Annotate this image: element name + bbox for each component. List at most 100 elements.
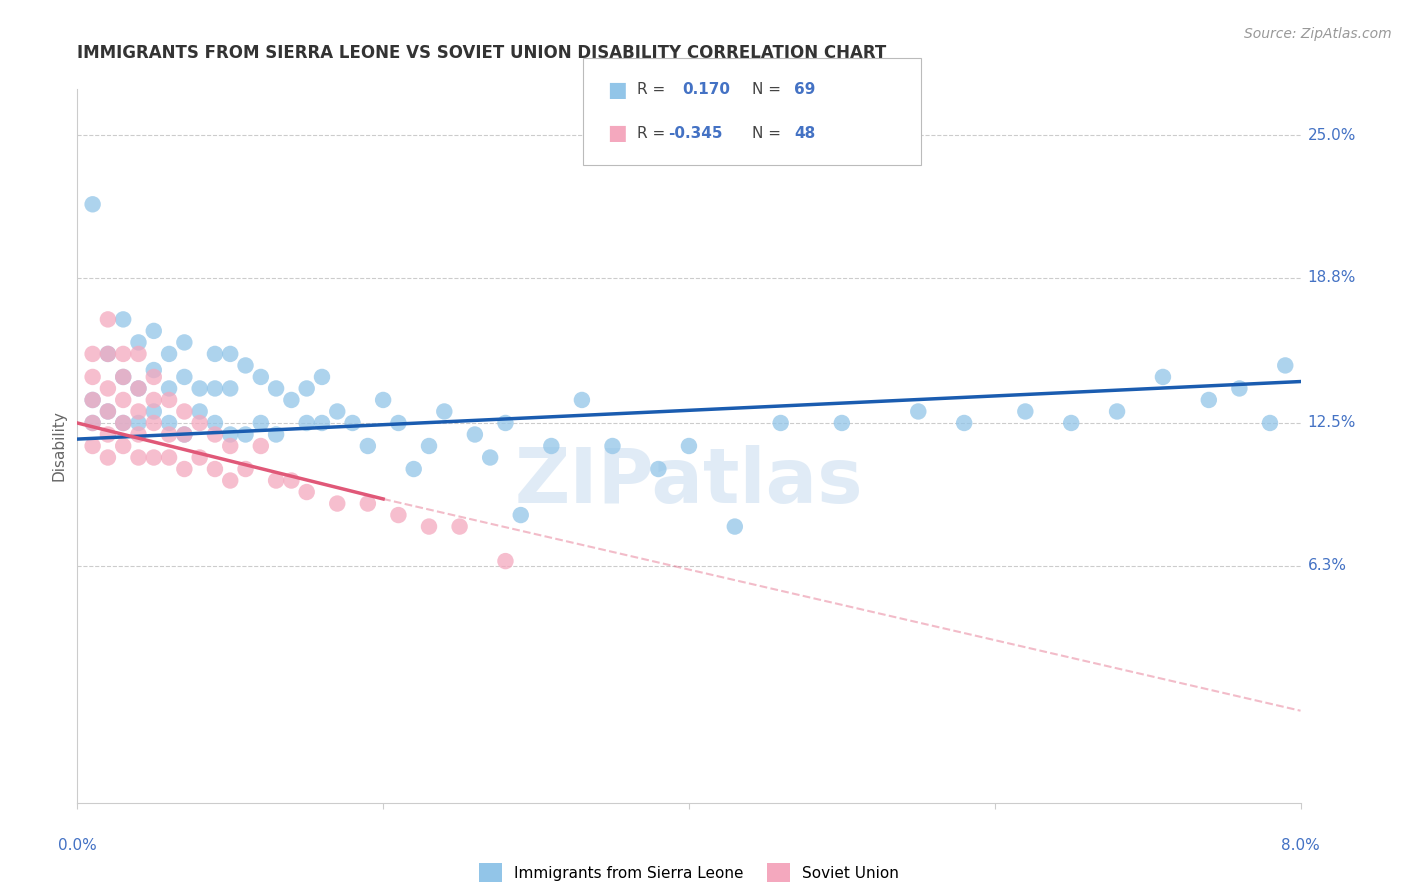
Point [157, 381, 180, 395]
Point [127, 381, 149, 395]
Point [495, 416, 517, 430]
Text: R =: R = [637, 82, 665, 97]
Point [82, 392, 104, 407]
Point [112, 439, 135, 453]
Point [418, 519, 440, 533]
Point [82, 439, 104, 453]
Text: IMMIGRANTS FROM SIERRA LEONE VS SOVIET UNION DISABILITY CORRELATION CHART: IMMIGRANTS FROM SIERRA LEONE VS SOVIET U… [77, 45, 887, 62]
Point [97, 381, 120, 395]
Point [280, 474, 302, 488]
Point [204, 427, 226, 442]
Point [464, 427, 486, 442]
Point [235, 427, 257, 442]
Text: ■: ■ [607, 123, 627, 143]
Text: 0.170: 0.170 [682, 82, 730, 97]
Point [112, 416, 135, 430]
Point [97, 347, 120, 361]
Text: 12.5%: 12.5% [1308, 416, 1355, 431]
Point [433, 404, 456, 418]
Point [1060, 416, 1083, 430]
Point [157, 450, 180, 465]
Point [219, 347, 242, 361]
Point [142, 363, 165, 377]
Text: 48: 48 [794, 126, 815, 141]
Point [142, 404, 165, 418]
Point [724, 519, 747, 533]
Point [157, 347, 180, 361]
Point [540, 439, 562, 453]
Point [127, 416, 149, 430]
Point [509, 508, 531, 522]
Point [173, 335, 195, 350]
Point [142, 370, 165, 384]
Point [387, 416, 409, 430]
Point [97, 312, 120, 326]
Point [1152, 370, 1174, 384]
Point [769, 416, 792, 430]
Point [418, 439, 440, 453]
Point [1274, 359, 1296, 373]
Point [112, 416, 135, 430]
Point [602, 439, 624, 453]
Point [127, 450, 149, 465]
Point [219, 427, 242, 442]
Point [1258, 416, 1281, 430]
Point [127, 381, 149, 395]
Text: N =: N = [752, 126, 782, 141]
Point [112, 370, 135, 384]
Point [97, 347, 120, 361]
Point [1107, 404, 1129, 418]
Point [235, 462, 257, 476]
Point [173, 427, 195, 442]
Point [173, 462, 195, 476]
Point [82, 416, 104, 430]
Point [82, 392, 104, 407]
Text: 6.3%: 6.3% [1308, 558, 1347, 574]
Point [204, 416, 226, 430]
Text: R =: R = [637, 126, 665, 141]
Point [357, 497, 380, 511]
Point [295, 381, 318, 395]
Point [142, 324, 165, 338]
Y-axis label: Disability: Disability [51, 410, 66, 482]
Point [112, 392, 135, 407]
Text: N =: N = [752, 82, 782, 97]
Point [204, 347, 226, 361]
Point [112, 347, 135, 361]
Point [250, 370, 273, 384]
Text: 0.0%: 0.0% [58, 838, 97, 854]
Text: ■: ■ [607, 80, 627, 100]
Point [97, 404, 120, 418]
Point [311, 370, 333, 384]
Point [357, 439, 380, 453]
Point [571, 392, 593, 407]
Point [127, 335, 149, 350]
Point [326, 497, 349, 511]
Point [142, 392, 165, 407]
Point [82, 370, 104, 384]
Point [97, 404, 120, 418]
Point [157, 427, 180, 442]
Text: ZIPatlas: ZIPatlas [515, 445, 863, 518]
Point [82, 197, 104, 211]
Point [82, 347, 104, 361]
Legend: Immigrants from Sierra Leone, Soviet Union: Immigrants from Sierra Leone, Soviet Uni… [472, 857, 905, 888]
Point [97, 450, 120, 465]
Point [495, 554, 517, 568]
Point [112, 312, 135, 326]
Point [907, 404, 929, 418]
Point [953, 416, 976, 430]
Point [235, 359, 257, 373]
Point [173, 370, 195, 384]
Point [142, 416, 165, 430]
Point [264, 474, 287, 488]
Point [127, 404, 149, 418]
Point [387, 508, 409, 522]
Point [1229, 381, 1251, 395]
Point [204, 381, 226, 395]
Point [831, 416, 853, 430]
Point [311, 416, 333, 430]
Point [204, 462, 226, 476]
Point [142, 450, 165, 465]
Point [295, 485, 318, 500]
